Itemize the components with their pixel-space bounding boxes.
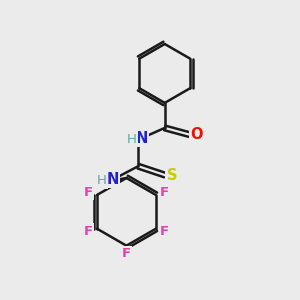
- Text: H: H: [97, 174, 106, 188]
- Text: F: F: [160, 225, 169, 238]
- Text: F: F: [84, 225, 93, 238]
- Text: N: N: [106, 172, 119, 187]
- Text: F: F: [160, 186, 169, 199]
- Text: S: S: [167, 168, 177, 183]
- Text: H: H: [127, 133, 137, 146]
- Text: O: O: [190, 127, 203, 142]
- Text: F: F: [84, 186, 93, 199]
- Text: N: N: [136, 131, 148, 146]
- Text: F: F: [122, 248, 131, 260]
